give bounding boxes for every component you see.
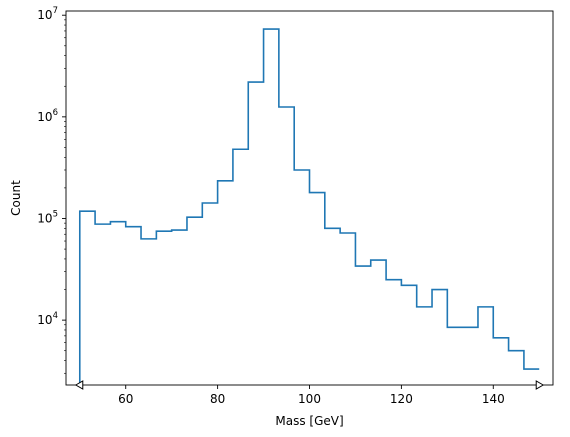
y-tick-label-7: 107 [37, 6, 58, 22]
x-tick-label-140: 140 [482, 392, 505, 406]
plot-area: 60 80 100 120 140 104 105 106 107 Mass [GeV] Count [9, 6, 554, 428]
x-tick-label-120: 120 [390, 392, 413, 406]
histogram-step-line [78, 28, 540, 385]
y-axis-label: Count [9, 180, 23, 216]
x-axis-label: Mass [GeV] [275, 414, 343, 428]
x-tick-label-100: 100 [298, 392, 321, 406]
overflow-marker-left [74, 380, 84, 390]
y-tick-label-4: 104 [37, 311, 58, 327]
y-tick-label-6: 106 [37, 108, 58, 124]
y-tick-label-5: 105 [37, 209, 58, 225]
overflow-marker-right [535, 380, 545, 390]
x-tick-label-80: 80 [210, 392, 225, 406]
x-tick-label-60: 60 [118, 392, 133, 406]
